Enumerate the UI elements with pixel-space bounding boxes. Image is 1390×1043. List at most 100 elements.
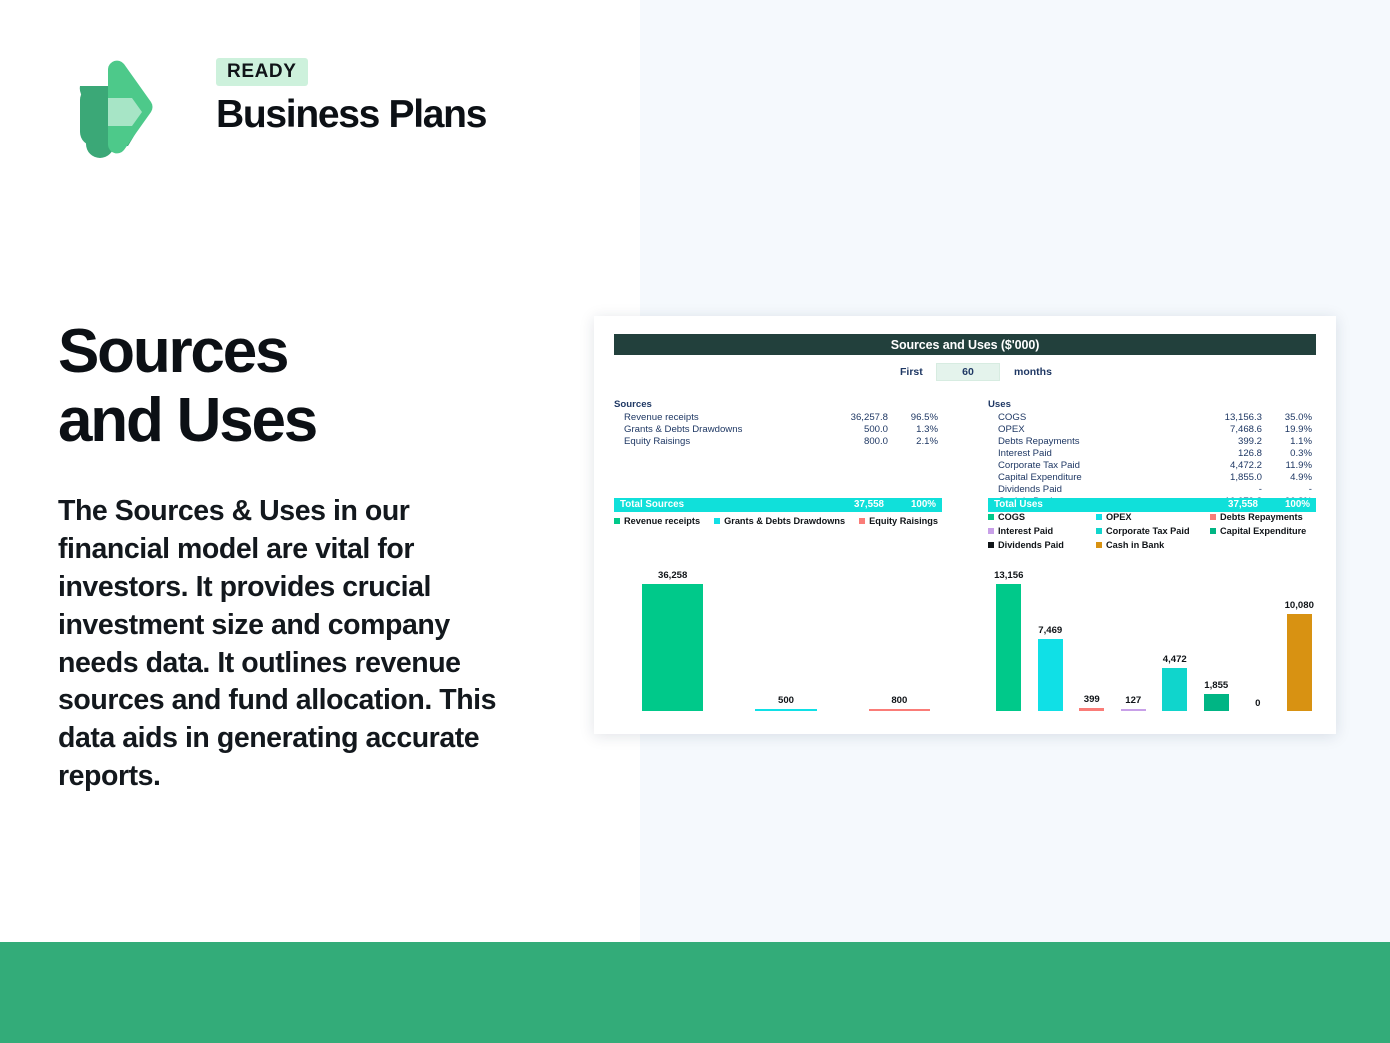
total-uses-row: Total Uses 37,558 100% <box>988 498 1316 512</box>
chart-bar <box>1079 708 1105 712</box>
row-pct: 96.5% <box>910 412 938 423</box>
bar-value-label: 1,855 <box>1204 680 1229 691</box>
bar-value-label: 127 <box>1125 695 1142 706</box>
table-row: OPEX 7,468.6 19.9% <box>988 424 1316 436</box>
row-label: Grants & Debts Drawdowns <box>624 424 743 435</box>
chart-bar <box>1203 694 1229 712</box>
chart-bar <box>996 584 1022 712</box>
chart-bar <box>1286 614 1312 712</box>
row-label: Corporate Tax Paid <box>998 460 1080 471</box>
chart-bar-group: 13,156 <box>988 562 1030 712</box>
row-pct: 1.3% <box>916 424 938 435</box>
row-label: Debts Repayments <box>998 436 1080 447</box>
row-pct: 4.9% <box>1290 472 1312 483</box>
play-triangle-logo-icon <box>58 58 156 158</box>
chart-baseline <box>988 711 1320 712</box>
bar-value-label: 4,472 <box>1162 654 1187 665</box>
legend-label: Grants & Debts Drawdowns <box>724 516 846 526</box>
legend-item: Revenue receipts <box>614 516 700 526</box>
left-panel-background <box>0 0 640 942</box>
bar-value-label: 10,080 <box>1284 600 1314 611</box>
table-row: Debts Repayments 399.2 1.1% <box>988 436 1316 448</box>
row-value: 399.2 <box>1237 436 1262 447</box>
legend-label: Capital Expenditure <box>1220 526 1307 536</box>
chart-bar-group: 127 <box>1113 562 1155 712</box>
legend-label: Interest Paid <box>998 526 1054 536</box>
row-pct: 1.1% <box>1290 436 1312 447</box>
total-uses-value: 37,558 <box>1228 499 1258 510</box>
bar-value-label: 36,258 <box>657 570 688 581</box>
row-value: 500.0 <box>863 424 888 435</box>
row-pct: 0.3% <box>1290 448 1312 459</box>
chart-bar-group: 36,258 <box>616 562 729 712</box>
legend-item: Equity Raisings <box>859 516 938 526</box>
uses-table-header: Uses <box>988 399 1011 410</box>
legend-swatch-icon <box>1210 514 1216 520</box>
row-value: 4,472.2 <box>1229 460 1262 471</box>
table-row: Dividends Paid - - <box>988 484 1316 496</box>
chart-bar-group: 500 <box>729 562 842 712</box>
sources-and-uses-card: Sources and Uses ($'000) First 60 months… <box>594 316 1336 734</box>
legend-label: OPEX <box>1106 512 1132 522</box>
headline-line-2: and Uses <box>58 385 318 455</box>
chart-bar <box>868 709 930 712</box>
legend-item: Capital Expenditure <box>1210 526 1324 536</box>
legend-label: Dividends Paid <box>998 540 1064 550</box>
table-row: Interest Paid 126.8 0.3% <box>988 448 1316 460</box>
total-sources-row: Total Sources 37,558 100% <box>614 498 942 512</box>
ready-badge: READY <box>216 58 308 86</box>
sources-table-header: Sources <box>614 399 652 410</box>
row-value: 36,257.8 <box>850 412 888 423</box>
chart-bar <box>755 709 817 712</box>
headline-line-1: Sources <box>58 317 289 386</box>
legend-item: COGS <box>988 512 1096 522</box>
row-label: OPEX <box>998 424 1025 435</box>
total-sources-pct: 100% <box>910 499 936 510</box>
bar-value-label: 0 <box>1255 698 1261 709</box>
bar-value-label: 13,156 <box>994 570 1024 581</box>
footer-band <box>0 942 1390 1043</box>
row-label: Equity Raisings <box>624 436 691 447</box>
months-input[interactable]: 60 <box>936 363 1000 381</box>
legend-item: Corporate Tax Paid <box>1096 526 1210 536</box>
chart-bar-group: 800 <box>843 562 956 712</box>
row-value: 1,855.0 <box>1229 472 1262 483</box>
brand-name: Business Plans <box>216 93 487 136</box>
sources-table: Sources Revenue receipts 36,257.8 96.5% Gra… <box>614 398 942 448</box>
legend-swatch-icon <box>714 518 721 524</box>
table-row: Grants & Debts Drawdowns 500.0 1.3% <box>614 424 942 436</box>
chart-bar-group: 399 <box>1071 562 1113 712</box>
row-value: - <box>1258 484 1262 495</box>
total-sources-value: 37,558 <box>854 499 884 510</box>
uses-chart-legend: COGS OPEX Debts Repayments Interest Paid Cor… <box>988 512 1324 550</box>
bar-value-label: 7,469 <box>1038 625 1063 636</box>
legend-label: Corporate Tax Paid <box>1106 526 1190 536</box>
row-pct: 2.1% <box>916 436 938 447</box>
legend-label: Revenue receipts <box>624 516 701 526</box>
legend-item: Dividends Paid <box>988 540 1096 550</box>
sources-chart-legend: Revenue receipts Grants & Debts Drawdowns… <box>614 516 954 526</box>
row-value: 800.0 <box>863 436 888 447</box>
period-prefix-label: First <box>900 366 923 378</box>
uses-table: Uses COGS 13,156.3 35.0% OPEX 7,468.6 19.9% De… <box>988 398 1316 508</box>
legend-item: Cash in Bank <box>1096 540 1210 550</box>
chart-bar-group: 10,080 <box>1279 562 1321 712</box>
legend-label: Equity Raisings <box>869 516 939 526</box>
row-pct: 11.9% <box>1285 460 1313 471</box>
hero-body-text: The Sources & Uses in our financial mode… <box>58 495 497 793</box>
legend-swatch-icon <box>1096 514 1102 520</box>
legend-label: Cash in Bank <box>1106 540 1165 550</box>
chart-bar-group: 4,472 <box>1154 562 1196 712</box>
legend-swatch-icon <box>988 528 994 534</box>
row-value: 7,468.6 <box>1229 424 1262 435</box>
row-label: Capital Expenditure <box>998 472 1082 483</box>
row-label: Dividends Paid <box>998 484 1062 495</box>
sheet-title-bar: Sources and Uses ($'000) <box>614 334 1316 355</box>
row-pct: 19.9% <box>1284 424 1312 435</box>
chart-bar-group: 1,855 <box>1196 562 1238 712</box>
total-uses-pct: 100% <box>1284 499 1310 510</box>
table-row: Revenue receipts 36,257.8 96.5% <box>614 412 942 424</box>
legend-swatch-icon <box>1096 528 1102 534</box>
legend-swatch-icon <box>859 518 866 524</box>
total-sources-label: Total Sources <box>620 499 685 510</box>
